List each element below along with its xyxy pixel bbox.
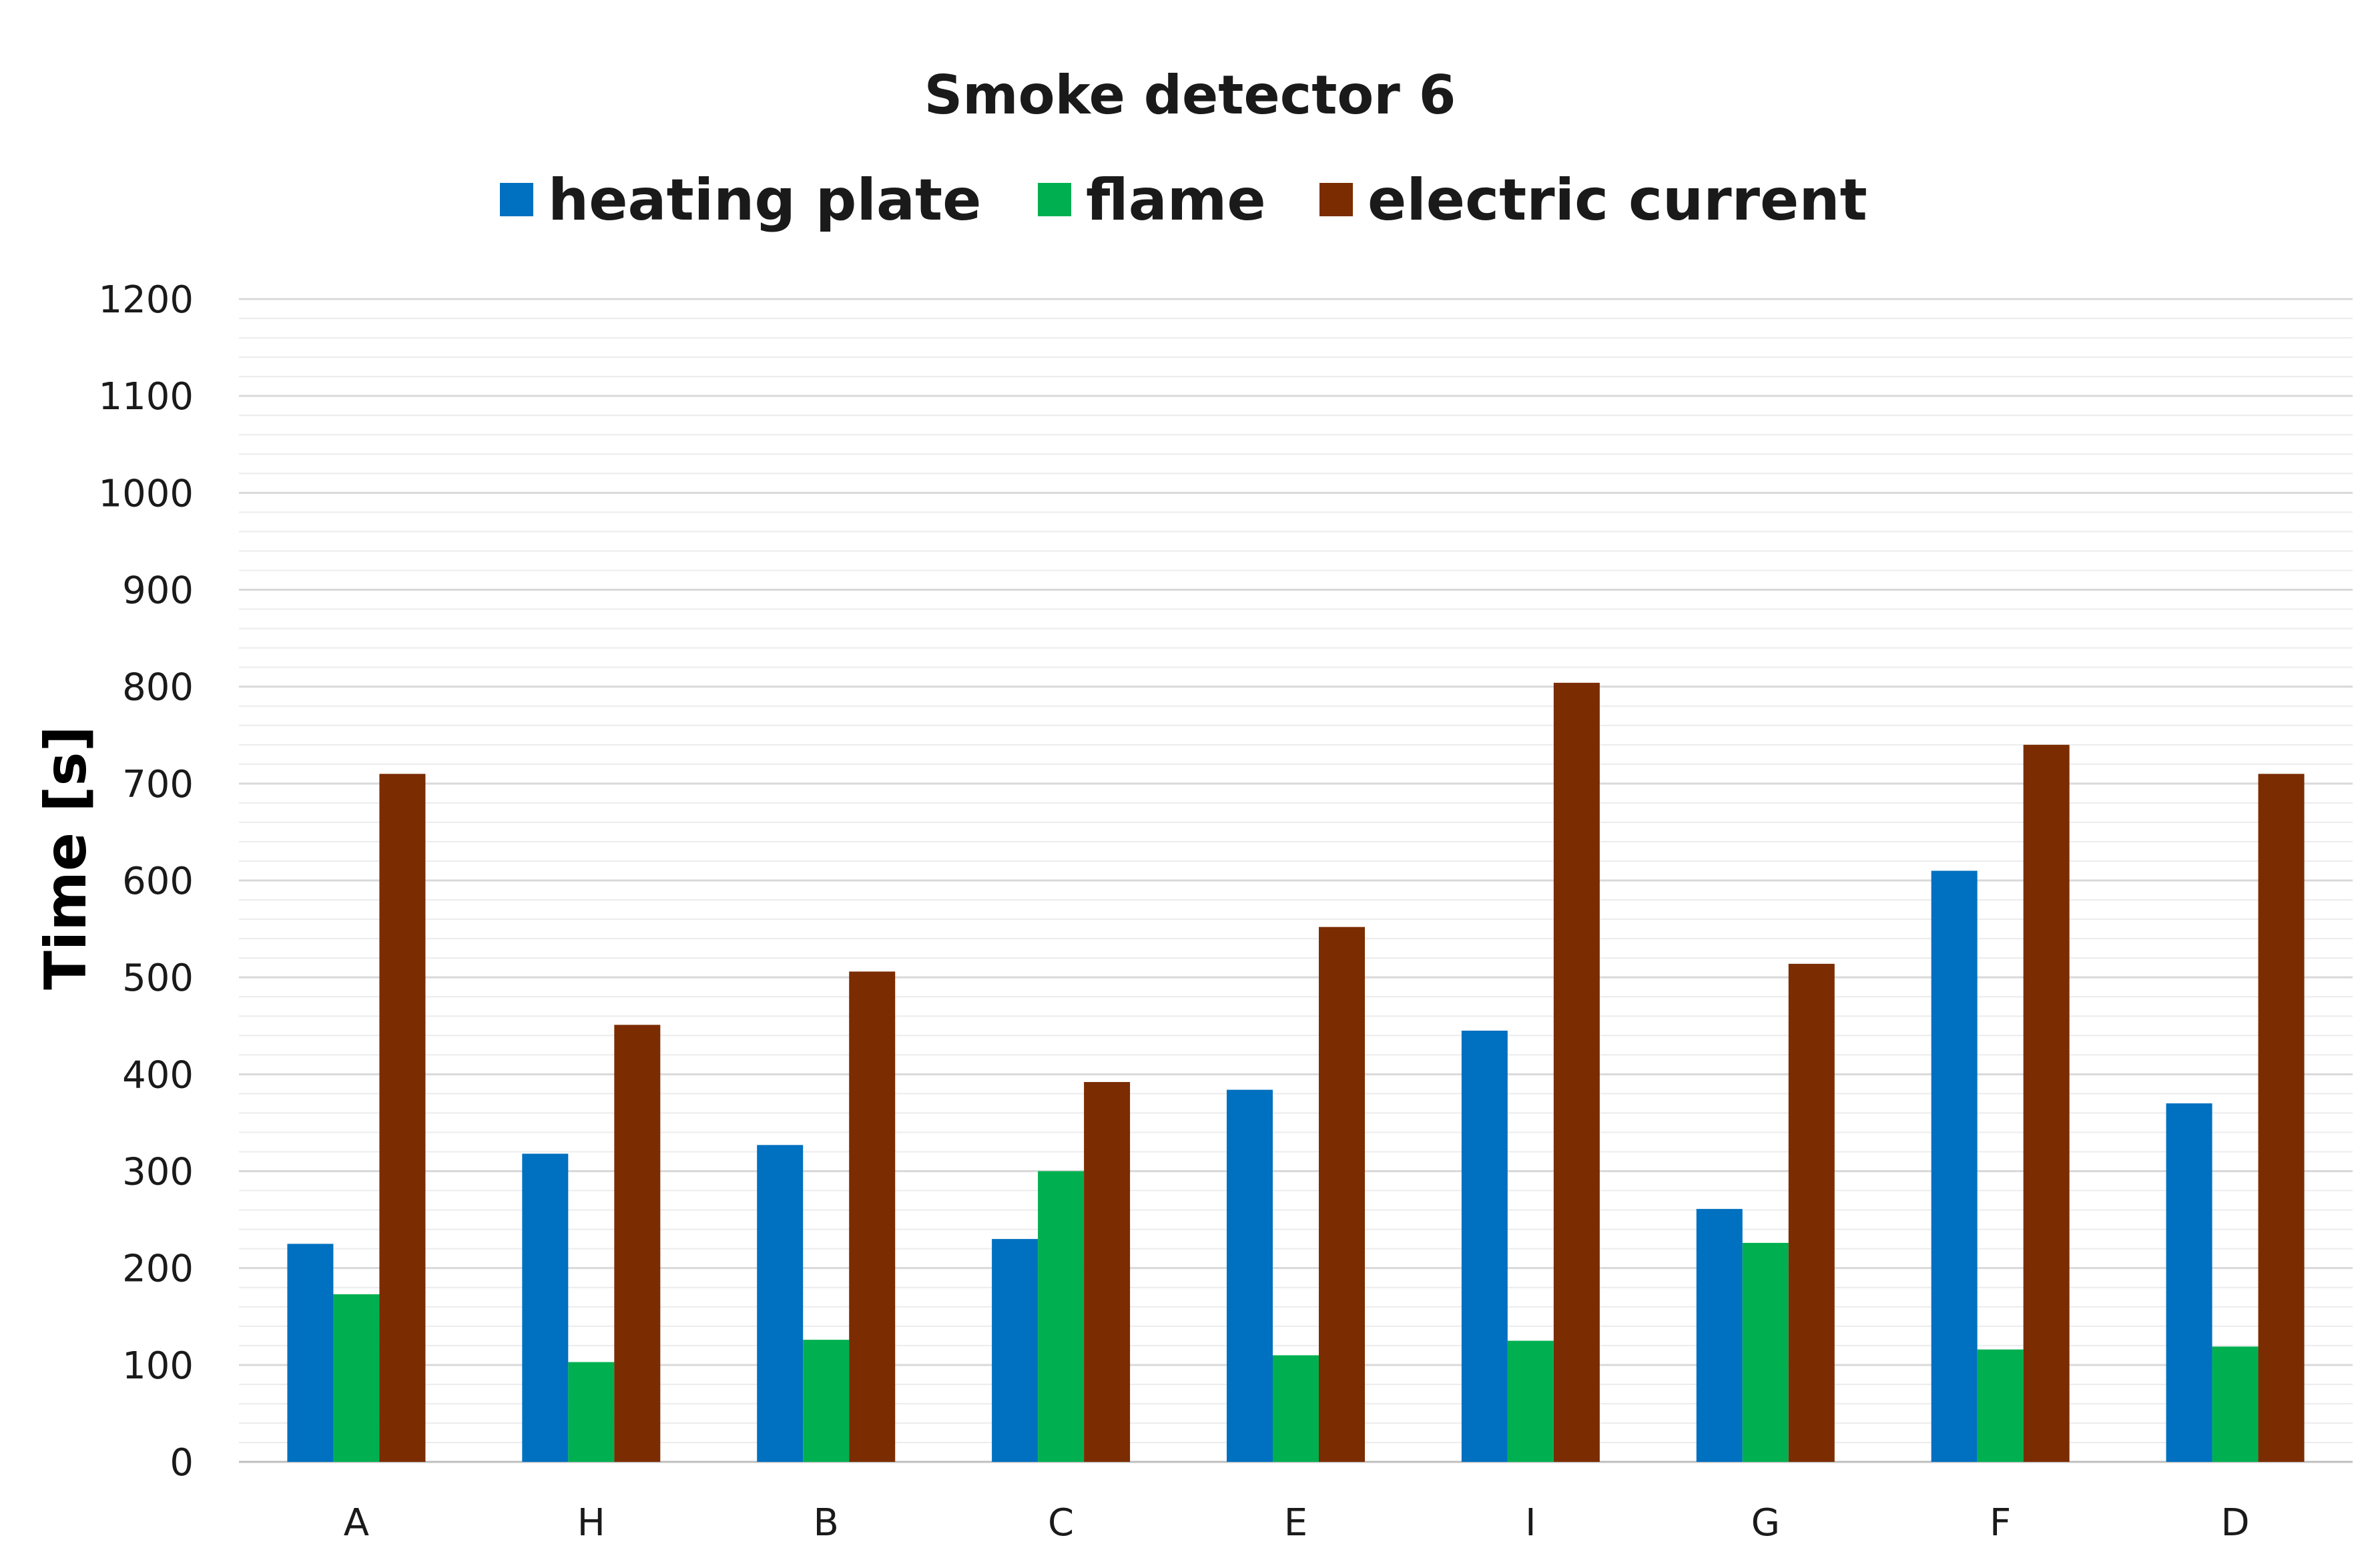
bar-electric-current-G — [1788, 963, 1835, 1462]
y-tick-label: 0 — [170, 1441, 194, 1485]
bar-heating-plate-D — [2166, 1103, 2212, 1462]
bar-electric-current-E — [1319, 927, 1365, 1462]
legend-label-flame: flame — [1086, 167, 1266, 234]
x-tick-label: F — [1990, 1501, 2011, 1545]
x-tick-label: B — [814, 1501, 839, 1545]
bar-heating-plate-I — [1461, 1031, 1508, 1462]
bar-electric-current-H — [614, 1025, 661, 1462]
bar-heating-plate-A — [287, 1244, 334, 1462]
y-tick-label: 1000 — [98, 472, 194, 515]
y-tick-label: 400 — [122, 1053, 194, 1097]
bar-electric-current-A — [379, 774, 426, 1462]
legend-swatch-electric-current — [1319, 183, 1353, 216]
bar-electric-current-F — [2023, 744, 2070, 1462]
x-tick-label: H — [577, 1501, 605, 1545]
y-tick-label: 1200 — [98, 278, 194, 322]
legend-label-electric-current: electric current — [1368, 167, 1867, 234]
y-tick-label: 600 — [122, 860, 194, 903]
bar-heating-plate-H — [522, 1153, 569, 1462]
bar-flame-D — [2212, 1346, 2259, 1462]
bar-flame-H — [568, 1362, 615, 1462]
y-tick-label: 100 — [122, 1344, 194, 1388]
legend-swatch-flame — [1038, 183, 1071, 216]
bar-heating-plate-E — [1227, 1089, 1273, 1462]
y-tick-label: 300 — [122, 1151, 194, 1194]
x-tick-label: E — [1284, 1501, 1307, 1545]
y-axis-label: Time [s] — [33, 726, 99, 990]
bar-flame-G — [1742, 1242, 1789, 1462]
legend-swatch-heating-plate — [500, 183, 533, 216]
y-tick-label: 1100 — [98, 375, 194, 419]
x-tick-label: G — [1751, 1501, 1780, 1545]
x-tick-label: D — [2220, 1501, 2249, 1545]
bar-electric-current-B — [849, 971, 896, 1462]
y-tick-label: 800 — [122, 666, 194, 710]
x-tick-label: C — [1048, 1501, 1074, 1545]
bar-heating-plate-C — [992, 1239, 1038, 1462]
x-tick-label: I — [1525, 1501, 1536, 1545]
bar-flame-A — [333, 1294, 380, 1462]
bar-heating-plate-B — [757, 1145, 804, 1462]
grid-layer — [239, 298, 2353, 1463]
axis-layer: 0 100 200 300 400 500 600 700 800 900 1000 1100 1200… — [98, 278, 2249, 1545]
legend-label-heating-plate: heating plate — [548, 167, 981, 234]
y-tick-label: 700 — [122, 763, 194, 806]
bar-flame-E — [1273, 1355, 1319, 1462]
bar-electric-current-I — [1553, 682, 1600, 1462]
x-tick-label: A — [344, 1501, 369, 1545]
bar-flame-F — [1977, 1349, 2024, 1462]
bar-flame-C — [1038, 1171, 1085, 1462]
bar-flame-B — [803, 1340, 850, 1462]
bar-electric-current-C — [1084, 1081, 1131, 1462]
bar-heating-plate-F — [1931, 870, 1978, 1462]
bars-layer — [287, 682, 2305, 1462]
bar-electric-current-D — [2258, 774, 2305, 1462]
y-tick-label: 900 — [122, 569, 194, 613]
bar-flame-I — [1507, 1340, 1554, 1462]
bar-heating-plate-G — [1696, 1209, 1743, 1462]
y-tick-label: 200 — [122, 1248, 194, 1291]
y-tick-label: 500 — [122, 957, 194, 1000]
legend: heating plate flame electric current — [500, 167, 1867, 234]
chart-title: Smoke detector 6 — [924, 64, 1456, 126]
